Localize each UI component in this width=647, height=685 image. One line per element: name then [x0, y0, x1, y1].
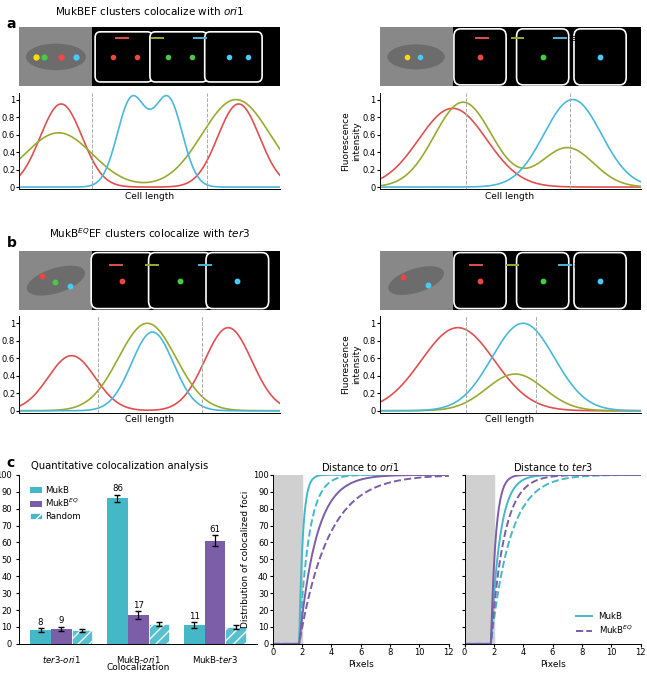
Bar — [204, 540, 226, 644]
Ellipse shape — [388, 266, 444, 295]
Ellipse shape — [26, 44, 86, 70]
Text: Quantitative colocalization analysis: Quantitative colocalization analysis — [31, 461, 208, 471]
Legend: $\it{ori1}$, MukB$^{EQ}$, $\it{ter3}$: $\it{ori1}$, MukB$^{EQ}$, $\it{ter3}$ — [107, 254, 235, 273]
Legend: MukB, MukB$^{EQ}$: MukB, MukB$^{EQ}$ — [573, 609, 636, 640]
Bar — [273, 475, 302, 644]
Legend: ori1, MukB, ter3: ori1, MukB, ter3 — [113, 30, 229, 46]
Bar — [380, 27, 453, 86]
FancyBboxPatch shape — [206, 253, 269, 309]
Bar — [30, 630, 51, 644]
FancyBboxPatch shape — [150, 32, 207, 82]
FancyBboxPatch shape — [454, 253, 506, 309]
Legend: $\it{ori1}$, MukB$^{EQ}$, $\it{ter3}$: $\it{ori1}$, MukB$^{EQ}$, $\it{ter3}$ — [466, 254, 595, 273]
Title: Distance to $\it{ori1}$: Distance to $\it{ori1}$ — [322, 460, 400, 473]
Text: 17: 17 — [133, 601, 144, 610]
X-axis label: Cell length: Cell length — [485, 192, 534, 201]
FancyBboxPatch shape — [516, 29, 569, 85]
Ellipse shape — [27, 266, 85, 295]
FancyBboxPatch shape — [95, 32, 153, 82]
Text: $\it{ter3}$-$\it{ori1}$: $\it{ter3}$-$\it{ori1}$ — [42, 654, 81, 665]
Text: MukBEF clusters colocalize with $\it{ori1}$: MukBEF clusters colocalize with $\it{ori… — [55, 5, 245, 17]
FancyBboxPatch shape — [91, 253, 154, 309]
Bar — [72, 630, 93, 644]
Text: 8: 8 — [38, 618, 43, 627]
Text: b: b — [6, 236, 16, 250]
X-axis label: Pixels: Pixels — [540, 660, 565, 669]
Y-axis label: Fluorescence
intensity: Fluorescence intensity — [342, 334, 361, 395]
Text: MukB-$\it{ter3}$: MukB-$\it{ter3}$ — [192, 654, 238, 665]
Bar — [149, 623, 170, 644]
Bar — [226, 627, 247, 644]
Bar — [128, 615, 149, 644]
Bar — [380, 251, 453, 310]
Text: MukB-$\it{ori1}$: MukB-$\it{ori1}$ — [116, 654, 160, 665]
Text: a: a — [6, 17, 16, 31]
Bar — [465, 475, 494, 644]
Bar — [51, 629, 72, 644]
FancyBboxPatch shape — [149, 253, 211, 309]
X-axis label: Colocalization: Colocalization — [107, 663, 170, 673]
Y-axis label: Distribution of colocalized foci: Distribution of colocalized foci — [241, 490, 250, 628]
Text: 9: 9 — [59, 616, 64, 625]
Bar — [19, 251, 93, 310]
Ellipse shape — [388, 45, 444, 69]
FancyBboxPatch shape — [574, 29, 626, 85]
Text: MukB$^{EQ}$EF clusters colocalize with $\it{ter3}$: MukB$^{EQ}$EF clusters colocalize with $… — [49, 227, 250, 240]
X-axis label: Cell length: Cell length — [485, 415, 534, 424]
Text: 86: 86 — [112, 484, 123, 493]
Bar — [107, 499, 128, 644]
Text: c: c — [6, 456, 15, 469]
FancyBboxPatch shape — [454, 29, 506, 85]
FancyBboxPatch shape — [516, 253, 569, 309]
X-axis label: Pixels: Pixels — [348, 660, 374, 669]
Legend: MukB, MukB$^{EQ}$, Random: MukB, MukB$^{EQ}$, Random — [26, 482, 84, 524]
Text: 61: 61 — [210, 525, 221, 534]
FancyBboxPatch shape — [574, 253, 626, 309]
Legend: ori1, MukB, ter3: ori1, MukB, ter3 — [473, 30, 589, 46]
Y-axis label: Fluorescence
intensity: Fluorescence intensity — [342, 111, 361, 171]
Title: Distance to $\it{ter3}$: Distance to $\it{ter3}$ — [512, 460, 593, 473]
Text: 11: 11 — [189, 612, 200, 621]
X-axis label: Cell length: Cell length — [126, 192, 175, 201]
X-axis label: Cell length: Cell length — [126, 415, 175, 424]
FancyBboxPatch shape — [204, 32, 262, 82]
Bar — [184, 625, 204, 644]
Bar — [19, 27, 93, 86]
